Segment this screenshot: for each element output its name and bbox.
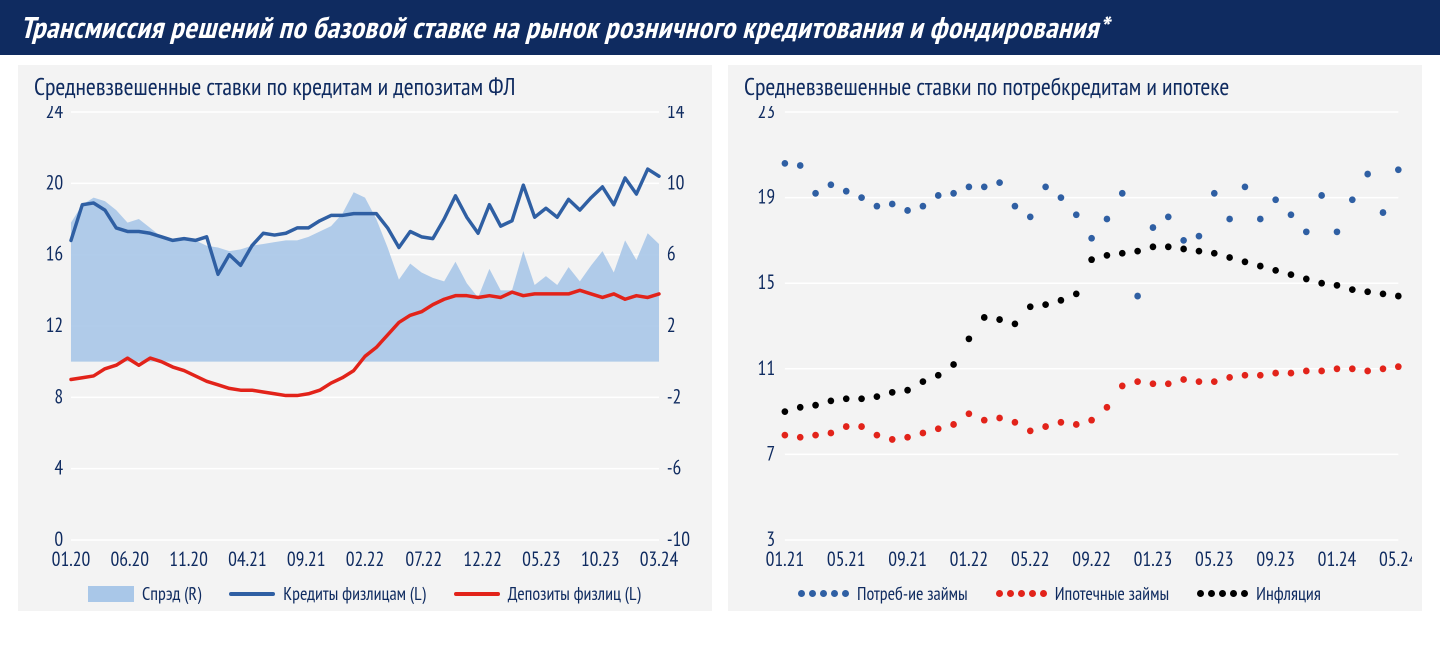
- svg-text:02.22: 02.22: [346, 547, 385, 572]
- svg-text:04.21: 04.21: [228, 547, 267, 572]
- svg-text:01.24: 01.24: [1318, 547, 1357, 572]
- svg-text:11.20: 11.20: [169, 547, 208, 572]
- legend-label: Депозиты физлиц (L): [508, 582, 641, 605]
- svg-text:12.22: 12.22: [463, 547, 502, 572]
- legend-credit: Кредиты физлицам (L): [229, 582, 426, 605]
- right-chart: 371115192301.2105.2109.2101.2205.2209.22…: [738, 106, 1412, 576]
- svg-text:03.24: 03.24: [640, 547, 679, 572]
- svg-text:23: 23: [758, 106, 776, 124]
- svg-text:20: 20: [46, 170, 64, 195]
- svg-text:2: 2: [667, 313, 676, 338]
- panels-row: Средневзвешенные ставки по кредитам и де…: [0, 55, 1440, 617]
- area-swatch-icon: [88, 586, 134, 602]
- legend-label: Кредиты физлицам (L): [283, 582, 426, 605]
- right-chart-title: Средневзвешенные ставки по потребкредита…: [738, 71, 1412, 102]
- svg-text:12: 12: [46, 313, 64, 338]
- svg-text:09.21: 09.21: [888, 547, 927, 572]
- svg-text:-2: -2: [667, 384, 681, 409]
- legend-deposit: Депозиты физлиц (L): [454, 582, 641, 605]
- svg-text:-6: -6: [667, 455, 681, 480]
- svg-text:09.23: 09.23: [1256, 547, 1295, 572]
- dots-swatch-icon: [996, 590, 1047, 597]
- svg-text:15: 15: [758, 270, 776, 295]
- svg-text:01.20: 01.20: [52, 547, 91, 572]
- svg-text:10: 10: [667, 170, 685, 195]
- svg-text:01.22: 01.22: [950, 547, 989, 572]
- left-chart-title: Средневзвешенные ставки по кредитам и де…: [28, 71, 702, 102]
- legend-inflation: Инфляция: [1197, 582, 1321, 605]
- svg-text:8: 8: [54, 384, 63, 409]
- legend-mortgage: Ипотечные займы: [996, 582, 1169, 605]
- svg-text:24: 24: [46, 106, 64, 124]
- dots-swatch-icon: [1197, 590, 1248, 597]
- legend-label: Инфляция: [1256, 582, 1321, 605]
- svg-text:09.22: 09.22: [1072, 547, 1111, 572]
- svg-text:09.21: 09.21: [287, 547, 326, 572]
- svg-text:7: 7: [766, 441, 775, 466]
- svg-text:19: 19: [758, 184, 776, 209]
- svg-text:6: 6: [667, 241, 676, 266]
- svg-text:11: 11: [758, 356, 776, 381]
- page-title: Трансмиссия решений по базовой ставке на…: [0, 0, 1440, 55]
- dots-swatch-icon: [798, 590, 849, 597]
- svg-text:16: 16: [46, 241, 64, 266]
- right-legend: Потреб-ие займы Ипотечные займы Инфляция: [738, 576, 1412, 607]
- legend-spread: Спрэд (R): [88, 582, 201, 605]
- legend-label: Спрэд (R): [142, 582, 201, 605]
- svg-text:05.22: 05.22: [1011, 547, 1050, 572]
- svg-text:05.23: 05.23: [1195, 547, 1234, 572]
- svg-text:01.23: 01.23: [1134, 547, 1173, 572]
- right-panel: Средневзвешенные ставки по потребкредита…: [728, 65, 1422, 611]
- svg-text:07.22: 07.22: [405, 547, 442, 572]
- svg-text:05.24: 05.24: [1379, 547, 1412, 572]
- left-chart: 04812162024-10-6-226101401.2006.2011.200…: [28, 106, 702, 576]
- svg-text:10.23: 10.23: [581, 547, 620, 572]
- svg-text:4: 4: [54, 455, 63, 480]
- legend-label: Ипотечные займы: [1055, 582, 1169, 605]
- svg-text:05.23: 05.23: [522, 547, 561, 572]
- line-swatch-icon: [229, 592, 275, 596]
- left-panel: Средневзвешенные ставки по кредитам и де…: [18, 65, 712, 611]
- svg-text:14: 14: [667, 106, 685, 124]
- svg-text:06.20: 06.20: [110, 547, 149, 572]
- legend-label: Потреб-ие займы: [857, 582, 968, 605]
- svg-text:01.21: 01.21: [766, 547, 805, 572]
- legend-consumer: Потреб-ие займы: [798, 582, 968, 605]
- left-legend: Спрэд (R) Кредиты физлицам (L) Депозиты …: [28, 576, 702, 607]
- svg-text:05.21: 05.21: [827, 547, 866, 572]
- line-swatch-icon: [454, 592, 500, 596]
